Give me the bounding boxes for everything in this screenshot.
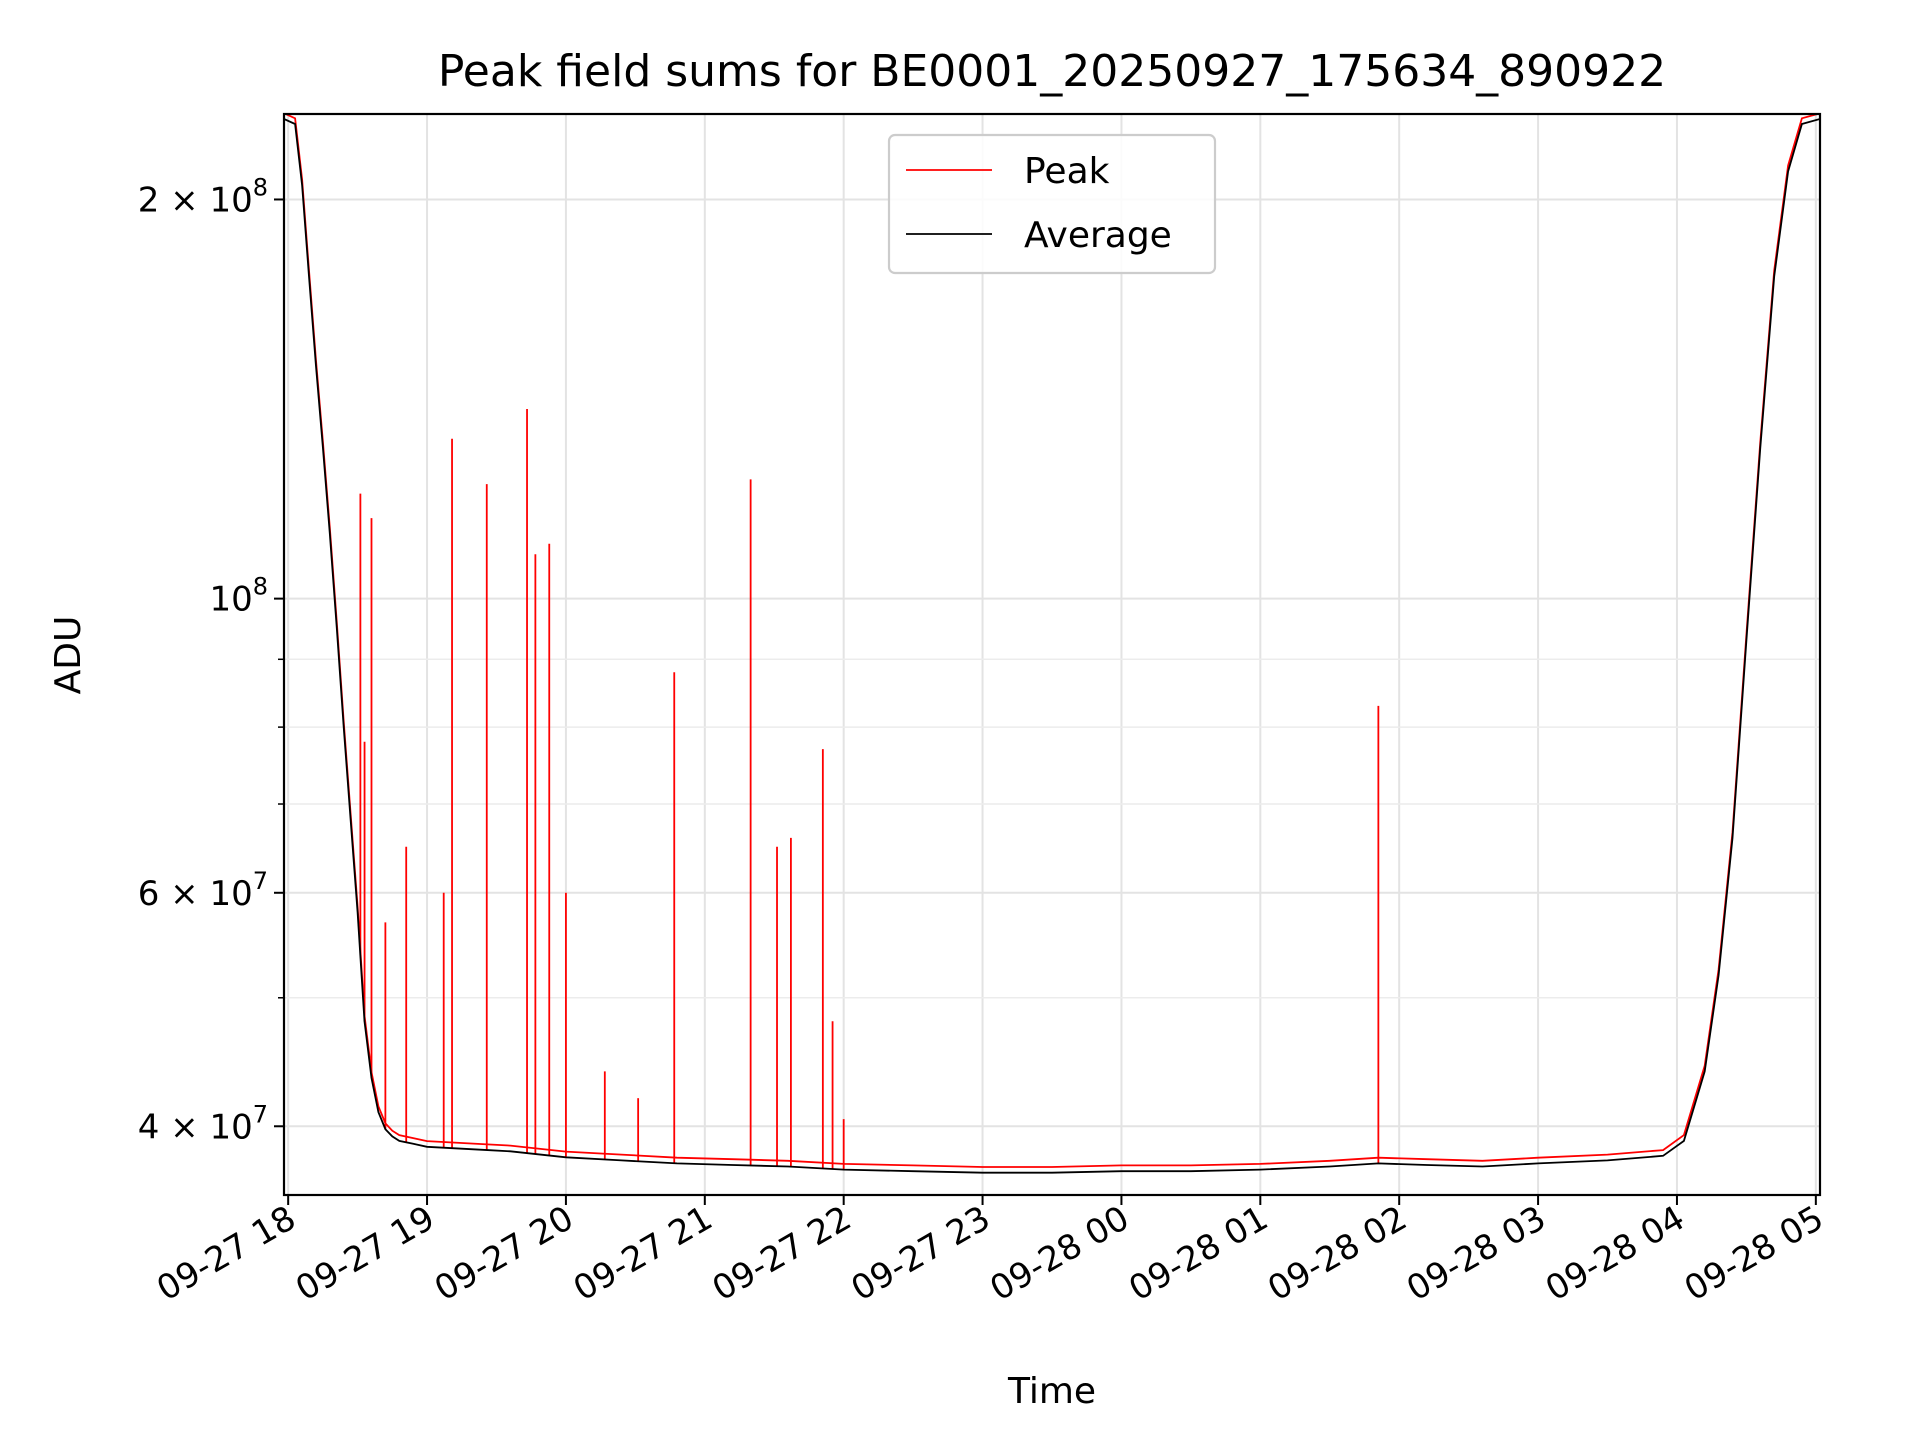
y-tick-exponent: 8 <box>253 173 268 201</box>
y-tick-base: 2 × 10 <box>138 180 253 220</box>
x-tick-label: 09-27 20 <box>428 1198 580 1309</box>
y-tick-exponent: 7 <box>253 867 268 895</box>
legend: Peak Average <box>887 133 1217 275</box>
chart-title: Peak field sums for BE0001_20250927_1756… <box>438 46 1666 97</box>
x-tick-label: 09-27 22 <box>706 1198 858 1309</box>
x-tick-label: 09-28 03 <box>1400 1198 1552 1309</box>
x-tick-label: 09-28 01 <box>1122 1198 1274 1309</box>
y-tick-label: 2 × 108 <box>138 173 268 220</box>
y-tick-exponent: 7 <box>253 1100 268 1128</box>
grid <box>284 114 1820 1195</box>
series-average-line <box>284 118 1820 1174</box>
x-tick-label: 09-27 19 <box>289 1198 441 1309</box>
y-axis-label: ADU <box>48 616 89 695</box>
x-tick-label: 09-28 00 <box>984 1198 1136 1309</box>
x-tick-label: 09-28 04 <box>1539 1198 1691 1309</box>
x-tick-label: 09-27 21 <box>567 1198 719 1309</box>
plot-area <box>282 112 1822 1197</box>
y-tick-base: 10 <box>209 580 252 620</box>
y-tick-exponent: 8 <box>253 573 268 601</box>
legend-peak-label: Peak <box>1024 151 1110 192</box>
x-tick-label: 09-27 23 <box>845 1198 997 1309</box>
y-tick-label: 6 × 107 <box>138 867 268 914</box>
y-tick-label: 4 × 107 <box>138 1100 268 1147</box>
x-tick-label: 09-28 05 <box>1678 1198 1830 1309</box>
x-tick-label: 09-27 18 <box>150 1198 302 1309</box>
y-tick-label: 108 <box>209 573 268 620</box>
y-tick-base: 4 × 10 <box>138 1107 253 1147</box>
y-tick-base: 6 × 10 <box>138 874 253 914</box>
x-tick-label: 09-28 02 <box>1261 1198 1413 1309</box>
plot-frame <box>282 112 1822 1197</box>
x-axis-label: Time <box>1007 1371 1096 1412</box>
legend-average-label: Average <box>1024 215 1172 256</box>
